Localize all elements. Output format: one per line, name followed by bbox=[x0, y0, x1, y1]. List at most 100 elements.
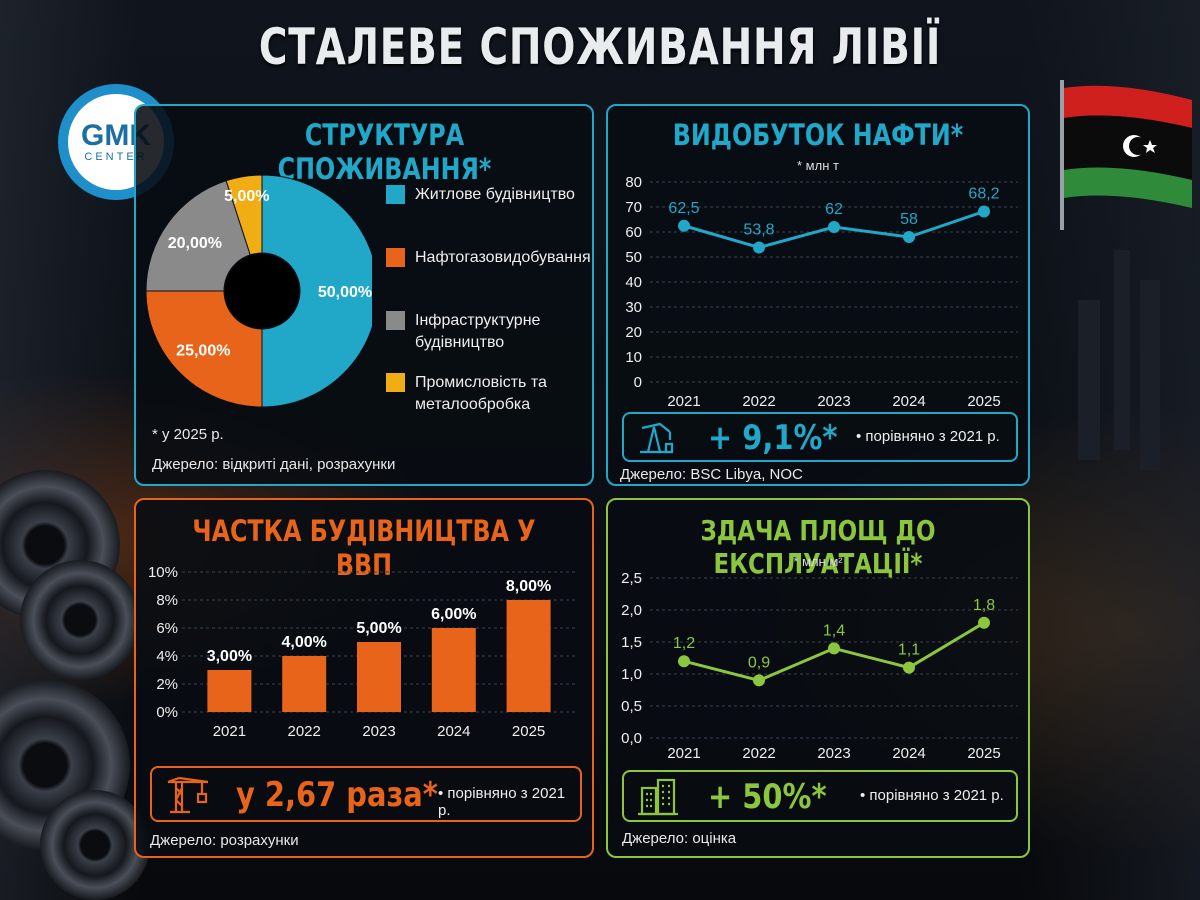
building-silhouette bbox=[1140, 280, 1160, 470]
data-label: 62,5 bbox=[668, 200, 699, 217]
construction-callout-note: • порівняно з 2021 р. bbox=[438, 785, 566, 819]
y-tick-label: 2,5 bbox=[621, 570, 642, 587]
construction-bar-chart: 0% 2% 4% 6% 8% 10% 3,00% 2021 4,00% 2022 5,00% 2023… bbox=[148, 564, 576, 740]
pie-slice-label: 20,00% bbox=[168, 235, 222, 252]
bar-value-label: 3,00% bbox=[207, 648, 252, 665]
area-title: ЗДАЧА ПЛОЩ ДО ЕКСПЛУАТАЦІЇ* bbox=[700, 514, 936, 580]
oil-line-chart: * млн т 0 10 20 30 40 50 60 70 80 62,5 2021 53,8 2022… bbox=[625, 158, 1018, 410]
logo-sub-text: CENTER bbox=[84, 151, 148, 163]
structure-panel: СТРУКТУРА СПОЖИВАННЯ* 50,00% 25,00% 20,00%… bbox=[134, 104, 594, 486]
x-tick-label: 2021 bbox=[667, 393, 700, 410]
x-tick-label: 2024 bbox=[892, 393, 925, 410]
bar-value-label: 4,00% bbox=[282, 634, 327, 651]
legend-label: Промисловість та металообробка bbox=[415, 374, 547, 413]
steel-coil-decoration bbox=[40, 790, 150, 900]
data-label: 53,8 bbox=[743, 222, 774, 239]
data-point bbox=[753, 241, 765, 254]
x-tick-label: 2025 bbox=[967, 393, 1000, 410]
legend-label: Інфраструктурне будівництво bbox=[415, 312, 541, 351]
y-tick-label: 2,0 bbox=[621, 602, 642, 619]
structure-source: Джерело: відкриті дані, розрахунки bbox=[152, 456, 396, 473]
chart-unit-label: * млн т bbox=[797, 158, 839, 173]
pie-slice-label: 25,00% bbox=[176, 343, 230, 360]
building-silhouette bbox=[1114, 250, 1130, 450]
bar-value-label: 6,00% bbox=[431, 606, 476, 623]
data-label: 62 bbox=[825, 201, 843, 218]
y-tick-label: 0 bbox=[634, 374, 642, 391]
legend-item: Промисловість та металообробка bbox=[386, 372, 566, 416]
oil-pump-icon bbox=[640, 422, 674, 454]
construction-callout: у 2,67 раза* • порівняно з 2021 р. bbox=[150, 766, 582, 822]
data-point bbox=[903, 231, 915, 243]
pie-slice-label: 50,00% bbox=[318, 284, 372, 301]
structure-title: СТРУКТУРА СПОЖИВАННЯ* bbox=[277, 118, 492, 186]
y-tick-label: 30 bbox=[625, 299, 642, 316]
legend-swatch bbox=[386, 311, 405, 330]
oil-callout-value: + 9,1%* bbox=[708, 418, 838, 458]
pie-slice bbox=[261, 174, 372, 408]
bar bbox=[431, 628, 476, 712]
x-tick-label: 2022 bbox=[742, 393, 775, 410]
oil-title: ВИДОБУТОК НАФТИ* bbox=[672, 118, 964, 152]
y-tick-label: 10 bbox=[625, 349, 642, 366]
x-tick-label: 2023 bbox=[817, 745, 850, 762]
legend-item: Житлове будівництво bbox=[386, 184, 575, 206]
construction-source: Джерело: розрахунки bbox=[150, 832, 299, 849]
y-tick-label: 60 bbox=[625, 224, 642, 241]
x-tick-label: 2022 bbox=[288, 723, 321, 740]
y-tick-label: 2% bbox=[156, 676, 178, 693]
legend-swatch bbox=[386, 373, 405, 392]
y-tick-label: 1,0 bbox=[621, 666, 642, 683]
x-tick-label: 2024 bbox=[437, 723, 470, 740]
construction-callout-value: у 2,67 раза* bbox=[236, 775, 438, 815]
bar-value-label: 8,00% bbox=[506, 578, 551, 595]
x-tick-label: 2025 bbox=[967, 745, 1000, 762]
y-tick-label: 40 bbox=[625, 274, 642, 291]
data-label: 0,9 bbox=[748, 654, 770, 671]
y-tick-label: 10% bbox=[148, 564, 178, 581]
data-label: 68,2 bbox=[968, 186, 999, 203]
data-point bbox=[753, 674, 765, 687]
legend-item: Інфраструктурне будівництво bbox=[386, 310, 566, 354]
data-point bbox=[978, 205, 990, 218]
legend-label: Нафтогазовидобування bbox=[415, 249, 591, 266]
area-source: Джерело: оцінка bbox=[622, 830, 737, 847]
bar bbox=[207, 670, 252, 712]
x-tick-label: 2024 bbox=[892, 745, 925, 762]
pie-slice bbox=[145, 180, 251, 292]
y-tick-label: 20 bbox=[625, 324, 642, 341]
oil-panel: ВИДОБУТОК НАФТИ* * млн т 0 10 20 30 40 50 60 70 8… bbox=[606, 104, 1030, 486]
y-tick-label: 1,5 bbox=[621, 634, 642, 651]
construction-panel: ЧАСТКА БУДІВНИЦТВА У ВВП 0% 2% 4% 6% 8% 10% 3,… bbox=[134, 498, 594, 858]
y-tick-label: 80 bbox=[625, 174, 642, 191]
legend-swatch bbox=[386, 248, 405, 267]
oil-callout: + 9,1%* • порівняно з 2021 р. bbox=[622, 412, 1018, 462]
area-panel: ЗДАЧА ПЛОЩ ДО ЕКСПЛУАТАЦІЇ* * млн м² 0,0 0… bbox=[606, 498, 1030, 858]
y-tick-label: 0,0 bbox=[621, 730, 642, 747]
bar bbox=[282, 656, 327, 712]
data-label: 1,2 bbox=[673, 635, 695, 652]
data-label: 1,1 bbox=[898, 642, 920, 659]
oil-callout-note: • порівняно з 2021 р. bbox=[856, 428, 1000, 445]
legend-item: Нафтогазовидобування bbox=[386, 247, 591, 269]
bar-value-label: 5,00% bbox=[356, 620, 401, 637]
page-title: СТАЛЕВЕ СПОЖИВАННЯ ЛІВІЇ bbox=[258, 18, 942, 76]
legend-swatch bbox=[386, 185, 405, 204]
x-tick-label: 2023 bbox=[362, 723, 395, 740]
area-callout: + 50%* • порівняно з 2021 р. bbox=[622, 770, 1018, 822]
steel-coil-decoration bbox=[20, 560, 140, 680]
building-silhouette bbox=[1078, 300, 1100, 460]
data-label: 1,8 bbox=[973, 597, 995, 614]
data-point bbox=[678, 219, 690, 232]
pie-slice bbox=[225, 174, 263, 256]
data-label: 58 bbox=[900, 211, 918, 228]
chart-unit-label: * млн м² bbox=[793, 554, 843, 569]
area-callout-value: + 50%* bbox=[708, 777, 827, 817]
x-tick-label: 2023 bbox=[817, 393, 850, 410]
x-tick-label: 2021 bbox=[213, 723, 246, 740]
bar bbox=[506, 600, 551, 712]
x-tick-label: 2021 bbox=[667, 745, 700, 762]
structure-footnote: * у 2025 р. bbox=[152, 426, 224, 443]
data-point bbox=[903, 661, 915, 674]
y-tick-label: 4% bbox=[156, 648, 178, 665]
